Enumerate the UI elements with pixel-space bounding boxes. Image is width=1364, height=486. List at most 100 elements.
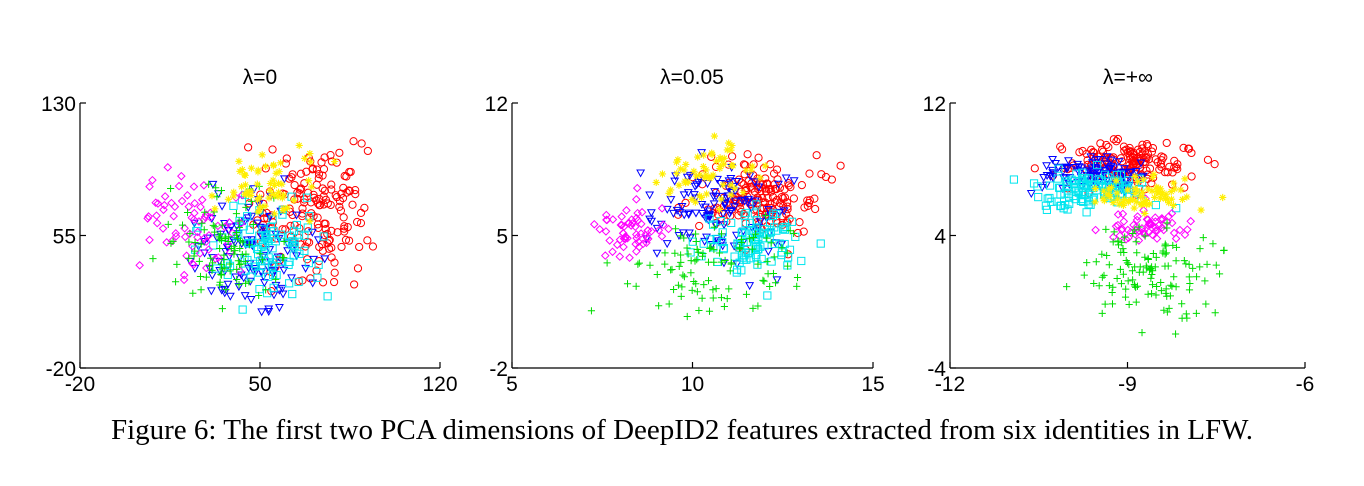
data-point-square [263, 237, 272, 246]
data-point-star [1177, 186, 1185, 194]
data-point-plus [1199, 233, 1207, 242]
data-point-triangle-down [678, 229, 688, 238]
data-point-plus [603, 259, 611, 267]
data-point-plus [1144, 254, 1152, 263]
data-point-circle [355, 242, 364, 252]
data-point-plus [1133, 282, 1142, 290]
data-point-triangle-down [1039, 173, 1049, 182]
data-point-plus [1189, 264, 1197, 272]
data-point-diamond [664, 224, 673, 234]
data-point-plus [262, 286, 270, 294]
data-point-square [716, 217, 725, 226]
data-point-triangle-down [308, 279, 318, 288]
data-point-star [269, 176, 277, 184]
data-point-plus [249, 220, 257, 229]
data-point-triangle-down [679, 211, 689, 220]
data-point-circle [1128, 152, 1137, 162]
data-point-plus [1083, 259, 1091, 267]
data-point-square [1065, 199, 1074, 208]
data-point-star [1181, 175, 1189, 183]
data-point-triangle-down [1058, 167, 1068, 176]
data-point-diamond [1132, 215, 1142, 225]
data-point-circle [1125, 143, 1134, 153]
data-point-square [730, 252, 739, 261]
data-point-star [1091, 184, 1099, 193]
data-point-circle [1056, 142, 1065, 151]
data-point-square [706, 235, 715, 244]
data-point-square [252, 244, 262, 254]
data-point-star [211, 205, 219, 213]
data-point-plus [242, 279, 250, 288]
data-point-plus [671, 249, 679, 257]
data-point-plus [655, 302, 663, 310]
data-point-plus [205, 262, 214, 270]
data-point-triangle-down [246, 295, 256, 304]
data-point-star [1148, 187, 1156, 195]
data-point-circle [368, 242, 378, 251]
data-point-circle [327, 180, 336, 189]
data-point-square [699, 239, 708, 248]
data-point-circle [295, 189, 304, 198]
data-point-square [770, 223, 779, 232]
data-point-diamond [1139, 227, 1148, 236]
data-point-diamond [204, 245, 213, 254]
data-point-square [1062, 177, 1071, 186]
data-point-triangle-down [679, 191, 689, 200]
data-point-triangle-down [740, 197, 750, 206]
data-point-plus [167, 239, 175, 247]
data-point-plus [726, 267, 734, 275]
data-point-plus [1122, 256, 1130, 265]
data-point-star [1144, 185, 1152, 193]
data-point-plus [211, 223, 219, 231]
x-tick-label: 50 [248, 373, 271, 396]
data-point-plus [727, 260, 735, 268]
data-point-star [756, 174, 764, 182]
data-point-plus [1196, 263, 1204, 271]
data-point-plus [185, 238, 193, 246]
data-point-plus [778, 244, 786, 252]
data-point-square [313, 273, 322, 282]
data-point-plus [763, 258, 771, 266]
data-point-triangle-down [666, 196, 676, 205]
data-point-plus [1169, 241, 1177, 250]
data-point-circle [1113, 134, 1123, 144]
data-point-circle [1163, 168, 1172, 177]
data-point-plus [218, 265, 226, 273]
data-point-triangle-down [279, 175, 289, 184]
data-point-star [742, 166, 750, 174]
data-point-square [1034, 192, 1043, 202]
data-point-star [681, 177, 689, 185]
data-point-star [1158, 189, 1166, 197]
data-point-triangle-down [730, 197, 740, 206]
data-point-star [261, 162, 270, 170]
data-point-plus [242, 203, 250, 212]
data-point-star [1171, 185, 1179, 193]
data-point-plus [278, 254, 287, 262]
data-point-circle [805, 196, 814, 205]
data-point-triangle-down [710, 188, 720, 197]
data-point-diamond [159, 205, 168, 215]
data-point-triangle-down [1026, 189, 1036, 199]
y-tick-label: -20 [46, 358, 76, 381]
chart-title: λ=+∞ [1103, 66, 1153, 89]
data-point-plus [1098, 273, 1106, 281]
data-point-plus [1129, 276, 1137, 284]
data-point-diamond [1131, 222, 1141, 232]
data-point-circle [319, 165, 329, 174]
data-point-diamond [1119, 217, 1129, 226]
data-point-diamond [608, 247, 617, 257]
data-point-diamond [179, 275, 189, 285]
data-point-plus [1192, 273, 1201, 281]
data-point-triangle-down [247, 212, 257, 221]
data-point-plus [749, 304, 757, 312]
data-point-plus [1117, 280, 1126, 288]
data-point-diamond [634, 237, 643, 247]
data-point-star [1124, 186, 1132, 194]
data-point-square [780, 225, 790, 234]
data-point-circle [331, 191, 340, 200]
data-point-plus [587, 307, 596, 315]
data-point-star [295, 141, 303, 150]
data-point-plus [216, 278, 224, 286]
data-point-circle [1030, 164, 1039, 173]
